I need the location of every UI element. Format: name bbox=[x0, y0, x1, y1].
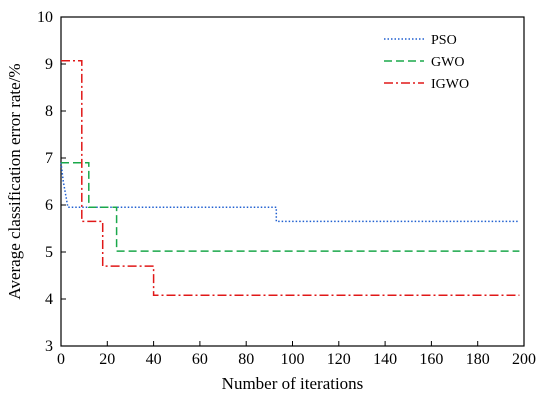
x-tick-label: 200 bbox=[512, 351, 536, 368]
legend-label-gwo: GWO bbox=[431, 55, 464, 70]
legend: PSO GWO IGWO bbox=[384, 33, 469, 92]
y-tick-label: 8 bbox=[45, 103, 53, 120]
x-tick-label: 40 bbox=[146, 351, 162, 368]
x-tick-label: 80 bbox=[238, 351, 254, 368]
y-tick-label: 6 bbox=[45, 197, 53, 214]
y-tick-label: 10 bbox=[37, 9, 53, 26]
series-layer bbox=[60, 59, 520, 296]
y-tick-label: 3 bbox=[45, 338, 53, 355]
x-tick-label: 0 bbox=[57, 351, 65, 368]
y-tick-label: 7 bbox=[45, 150, 53, 167]
x-axis-label: Number of iterations bbox=[222, 374, 364, 393]
x-tick-label: 160 bbox=[419, 351, 443, 368]
x-tick-label: 60 bbox=[192, 351, 208, 368]
y-tick-label: 9 bbox=[45, 56, 53, 73]
x-tick-label: 120 bbox=[327, 351, 351, 368]
x-tick-label: 100 bbox=[281, 351, 305, 368]
series-line-igwo bbox=[61, 59, 520, 296]
legend-label-pso: PSO bbox=[431, 33, 457, 48]
x-tick-label: 20 bbox=[99, 351, 115, 368]
series-line-pso bbox=[60, 162, 520, 223]
y-tick-label: 4 bbox=[45, 291, 53, 308]
axes: 0 20 40 60 80 100 120 140 160 180 200 3 4 5 6 7 8 9 10 bbox=[37, 9, 536, 368]
x-tick-label: 140 bbox=[373, 351, 397, 368]
y-axis-label: Average classification error rate/% bbox=[5, 63, 24, 299]
x-tick-label: 180 bbox=[466, 351, 490, 368]
y-tick-label: 5 bbox=[45, 244, 53, 261]
legend-label-igwo: IGWO bbox=[431, 77, 469, 92]
series-line-gwo bbox=[61, 161, 520, 252]
